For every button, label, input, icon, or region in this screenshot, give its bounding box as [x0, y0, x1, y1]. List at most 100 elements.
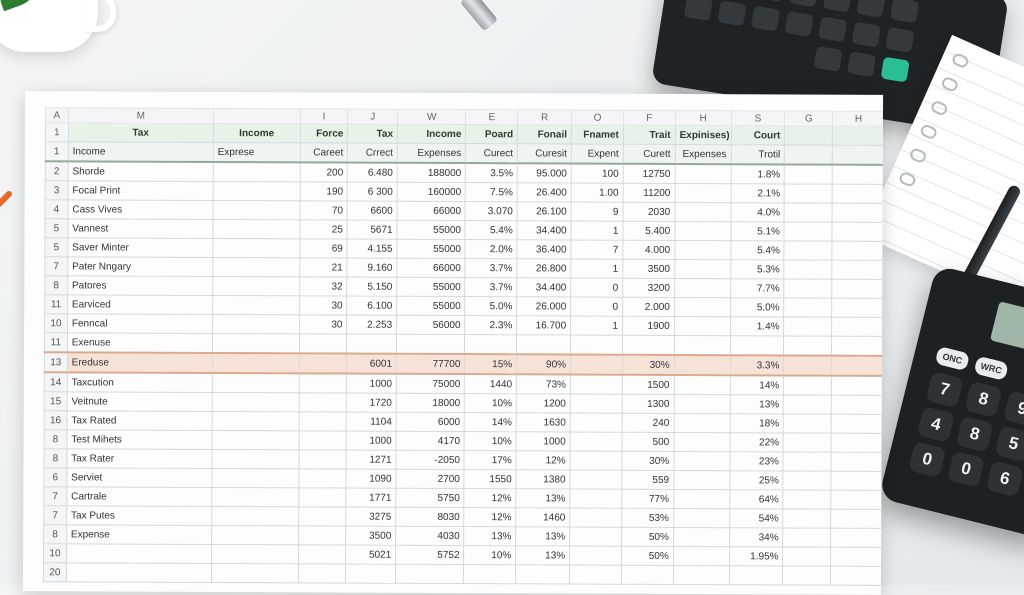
cell	[212, 161, 301, 182]
cell	[212, 181, 300, 201]
cell: Income	[68, 141, 214, 162]
cell	[515, 564, 570, 585]
cell	[830, 547, 883, 567]
calc-key: 9	[1003, 390, 1024, 428]
cell	[784, 297, 832, 318]
cell: Curect	[465, 143, 518, 164]
cell: 1900	[622, 316, 675, 336]
cell: 1440	[464, 374, 517, 394]
cell: 55000	[396, 296, 466, 316]
cell	[212, 200, 300, 220]
cell: 4.0%	[730, 202, 785, 222]
cell	[830, 509, 883, 529]
cell	[830, 528, 883, 548]
cell: Serviet	[66, 467, 212, 488]
cell: 7	[570, 240, 623, 260]
cell	[212, 372, 300, 393]
cell: Tax Rated	[66, 410, 212, 431]
cell: 4030	[395, 526, 465, 546]
cell: 1090	[346, 469, 397, 489]
cell: 13%	[464, 526, 516, 546]
cell: 1500	[622, 374, 675, 395]
cell	[831, 298, 884, 318]
cell: 5.3%	[730, 259, 785, 279]
cell: Income	[213, 123, 301, 143]
cell: 3.070	[465, 201, 518, 221]
cell: 1	[570, 259, 623, 279]
cell: 75000	[396, 373, 465, 394]
cell	[832, 203, 884, 223]
cell	[674, 335, 731, 356]
cell: 1000	[516, 431, 571, 452]
cell	[674, 183, 731, 203]
calc-key	[856, 0, 886, 18]
cell: 1550	[464, 469, 517, 489]
cell	[784, 240, 833, 261]
cell: Earviced	[67, 294, 213, 315]
cell	[830, 471, 883, 491]
cell	[621, 565, 674, 585]
cell	[830, 490, 883, 510]
cell: 9.160	[347, 258, 397, 278]
cell: 1104	[346, 412, 397, 432]
cell: 6.480	[347, 162, 398, 183]
cell: 12750	[623, 163, 675, 184]
cell: 54%	[729, 508, 784, 528]
spreadsheet-body: A M I J W E R O F H S G H 1 Tax Income Force Tax Income Poa…	[43, 107, 884, 586]
cell	[570, 335, 623, 355]
spiral-ring	[918, 123, 939, 141]
cell	[784, 144, 833, 165]
cell: 1.95%	[729, 546, 784, 566]
cell	[674, 316, 731, 336]
cell: 3.3%	[729, 355, 784, 376]
cell	[569, 565, 622, 585]
row-number: 16	[44, 410, 67, 430]
cell	[570, 354, 623, 375]
cell	[464, 334, 517, 355]
cell: 1.8%	[730, 164, 785, 184]
cell: 55000	[396, 277, 466, 297]
cell: -2050	[396, 450, 465, 470]
cell	[673, 527, 730, 547]
cell: 26.800	[517, 258, 571, 279]
cell	[212, 219, 300, 239]
cell	[211, 449, 299, 469]
cell: 30	[299, 295, 348, 316]
cell: 7.7%	[730, 278, 785, 298]
calc-key: 0	[946, 450, 986, 488]
calc-key: ONC	[934, 346, 971, 372]
row-number: 7	[43, 486, 67, 506]
cell: 55000	[396, 239, 466, 259]
cell: 5.4%	[465, 220, 518, 240]
cell: 32	[299, 276, 348, 297]
cell: Tax Rater	[66, 448, 212, 469]
cell: 25%	[729, 470, 784, 490]
cell	[298, 392, 347, 413]
column-header: G	[784, 110, 833, 127]
cell	[212, 238, 300, 258]
cell	[673, 374, 730, 395]
cell: 56000	[396, 315, 466, 335]
cell	[345, 564, 396, 584]
cell: 2700	[395, 469, 465, 489]
column-header: I	[300, 108, 348, 125]
cell	[66, 543, 212, 564]
cell	[211, 411, 299, 431]
cell	[569, 489, 622, 509]
cell: 1771	[346, 488, 396, 508]
cell: 2030	[622, 202, 675, 222]
cell	[212, 295, 300, 315]
row-number: 10	[44, 313, 68, 333]
cell: 2.253	[346, 315, 397, 335]
cell	[831, 452, 884, 472]
cell	[299, 333, 347, 354]
spiral-ring	[940, 75, 960, 94]
cell: 5021	[345, 545, 396, 565]
row-number: 4	[45, 199, 68, 219]
cell: 0	[570, 278, 623, 298]
cell: 95.000	[517, 163, 572, 184]
cell: Expinises)	[675, 125, 732, 145]
cell	[674, 202, 731, 222]
cell: Court	[730, 125, 785, 145]
cell	[212, 333, 300, 354]
